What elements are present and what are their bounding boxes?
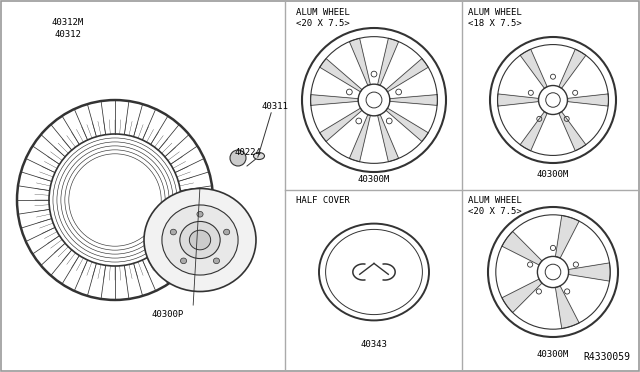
Ellipse shape <box>170 229 177 235</box>
Ellipse shape <box>180 221 220 259</box>
Text: ALUM WHEEL
<20 X 7.5>: ALUM WHEEL <20 X 7.5> <box>296 8 349 28</box>
Ellipse shape <box>253 153 264 160</box>
Polygon shape <box>390 94 437 105</box>
Text: 40300P: 40300P <box>152 310 184 319</box>
Polygon shape <box>520 49 547 88</box>
Polygon shape <box>559 49 586 88</box>
Polygon shape <box>378 38 399 86</box>
Polygon shape <box>568 263 610 281</box>
Polygon shape <box>568 94 609 106</box>
Ellipse shape <box>162 205 238 275</box>
Text: ALUM WHEEL
<20 X 7.5>: ALUM WHEEL <20 X 7.5> <box>468 196 522 216</box>
Polygon shape <box>502 231 542 265</box>
Text: 40311: 40311 <box>262 102 289 111</box>
Polygon shape <box>320 108 362 141</box>
Polygon shape <box>556 286 579 328</box>
Polygon shape <box>520 112 547 151</box>
Polygon shape <box>386 58 428 92</box>
Polygon shape <box>556 215 579 258</box>
Polygon shape <box>310 94 358 105</box>
Ellipse shape <box>230 150 246 166</box>
Text: ALUM WHEEL
<18 X 7.5>: ALUM WHEEL <18 X 7.5> <box>468 8 522 28</box>
Polygon shape <box>320 58 362 92</box>
Text: HALF COVER: HALF COVER <box>296 196 349 205</box>
Ellipse shape <box>144 189 256 292</box>
Ellipse shape <box>197 211 203 217</box>
Ellipse shape <box>213 258 220 264</box>
Ellipse shape <box>180 258 187 264</box>
Text: 40300M: 40300M <box>358 175 390 184</box>
Polygon shape <box>386 108 428 141</box>
Text: 40224: 40224 <box>235 148 261 157</box>
Polygon shape <box>349 38 371 86</box>
Ellipse shape <box>223 229 230 235</box>
Polygon shape <box>378 115 399 162</box>
Polygon shape <box>349 115 371 162</box>
Text: 40343: 40343 <box>360 340 387 349</box>
Text: 40312M
40312: 40312M 40312 <box>52 18 84 39</box>
Text: 40300M: 40300M <box>537 170 569 179</box>
Text: 40300M: 40300M <box>537 350 569 359</box>
Polygon shape <box>502 279 542 312</box>
Text: R4330059: R4330059 <box>583 352 630 362</box>
Polygon shape <box>497 94 539 106</box>
Ellipse shape <box>189 230 211 250</box>
Polygon shape <box>559 112 586 151</box>
